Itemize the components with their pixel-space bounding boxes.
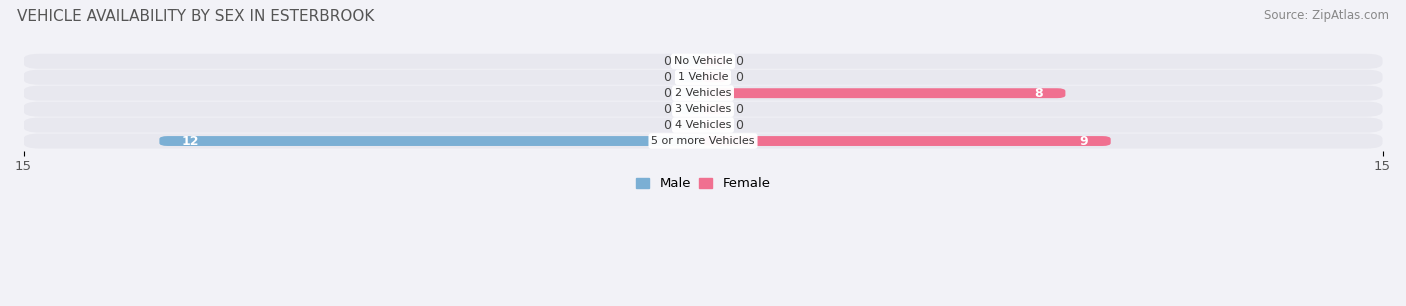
- Text: 1 Vehicle: 1 Vehicle: [678, 72, 728, 82]
- FancyBboxPatch shape: [159, 136, 703, 146]
- FancyBboxPatch shape: [681, 88, 703, 98]
- Text: 12: 12: [181, 135, 200, 147]
- FancyBboxPatch shape: [681, 104, 703, 114]
- Legend: Male, Female: Male, Female: [630, 172, 776, 196]
- Text: Source: ZipAtlas.com: Source: ZipAtlas.com: [1264, 9, 1389, 22]
- FancyBboxPatch shape: [703, 104, 725, 114]
- FancyBboxPatch shape: [24, 118, 1382, 132]
- Text: 8: 8: [1035, 87, 1043, 100]
- FancyBboxPatch shape: [681, 120, 703, 130]
- Text: 0: 0: [735, 55, 742, 68]
- FancyBboxPatch shape: [703, 136, 1111, 146]
- Text: 0: 0: [735, 103, 742, 116]
- FancyBboxPatch shape: [703, 72, 725, 82]
- FancyBboxPatch shape: [703, 88, 1066, 98]
- FancyBboxPatch shape: [24, 70, 1382, 85]
- Text: 0: 0: [664, 87, 671, 100]
- Text: 3 Vehicles: 3 Vehicles: [675, 104, 731, 114]
- FancyBboxPatch shape: [681, 72, 703, 82]
- Text: 2 Vehicles: 2 Vehicles: [675, 88, 731, 98]
- Text: VEHICLE AVAILABILITY BY SEX IN ESTERBROOK: VEHICLE AVAILABILITY BY SEX IN ESTERBROO…: [17, 9, 374, 24]
- Text: 9: 9: [1080, 135, 1088, 147]
- Text: 0: 0: [664, 103, 671, 116]
- FancyBboxPatch shape: [703, 120, 725, 130]
- Text: 0: 0: [664, 71, 671, 84]
- Text: 0: 0: [664, 119, 671, 132]
- FancyBboxPatch shape: [24, 102, 1382, 117]
- FancyBboxPatch shape: [24, 133, 1382, 148]
- Text: No Vehicle: No Vehicle: [673, 56, 733, 66]
- Text: 0: 0: [664, 55, 671, 68]
- Text: 0: 0: [735, 119, 742, 132]
- Text: 0: 0: [735, 71, 742, 84]
- Text: 4 Vehicles: 4 Vehicles: [675, 120, 731, 130]
- FancyBboxPatch shape: [24, 54, 1382, 69]
- FancyBboxPatch shape: [681, 56, 703, 66]
- FancyBboxPatch shape: [703, 56, 725, 66]
- Text: 5 or more Vehicles: 5 or more Vehicles: [651, 136, 755, 146]
- FancyBboxPatch shape: [24, 86, 1382, 101]
